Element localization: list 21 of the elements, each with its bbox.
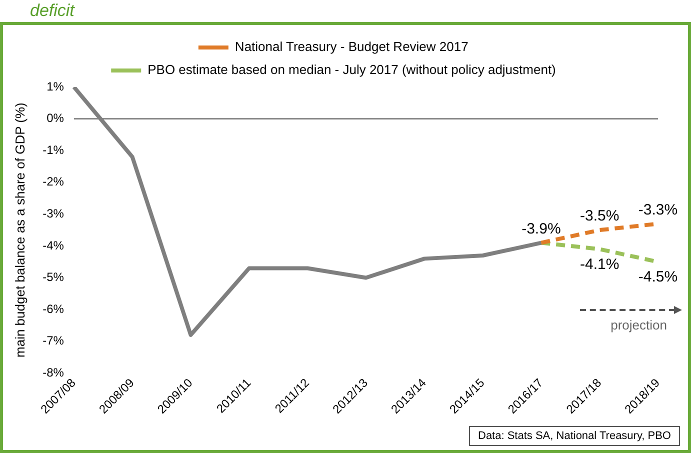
chart-title: deficit bbox=[30, 0, 74, 22]
y-axis-title: main budget balance as a share of GDP (%) bbox=[12, 102, 28, 358]
y-tick-label: -5% bbox=[42, 270, 64, 284]
annotation: projection bbox=[610, 318, 667, 333]
text: Data: Stats SA, National Treasury, PBO bbox=[469, 426, 680, 446]
legend-label: PBO estimate based on median - July 2017 (without policy adjustment) bbox=[148, 62, 556, 78]
data-label: -3.5% bbox=[580, 208, 620, 225]
data-label: -3.3% bbox=[638, 201, 678, 218]
y-tick-label: 1% bbox=[46, 79, 64, 94]
y-tick-label: -1% bbox=[42, 142, 64, 157]
data-label: -4.5% bbox=[638, 268, 678, 286]
y-tick-label: -3% bbox=[42, 206, 64, 220]
y-tick-label: 0% bbox=[46, 111, 64, 126]
y-tick-label: -4% bbox=[42, 238, 64, 252]
data-label: -4.1% bbox=[580, 256, 620, 273]
data-label: -3.9% bbox=[522, 220, 561, 238]
y-tick-label: -7% bbox=[42, 334, 64, 348]
y-tick-label: -6% bbox=[42, 302, 64, 316]
y-tick-label: -8% bbox=[42, 365, 64, 380]
legend-label: National Treasury - Budget Review 2017 bbox=[234, 39, 468, 54]
y-tick-label: -2% bbox=[42, 174, 64, 189]
